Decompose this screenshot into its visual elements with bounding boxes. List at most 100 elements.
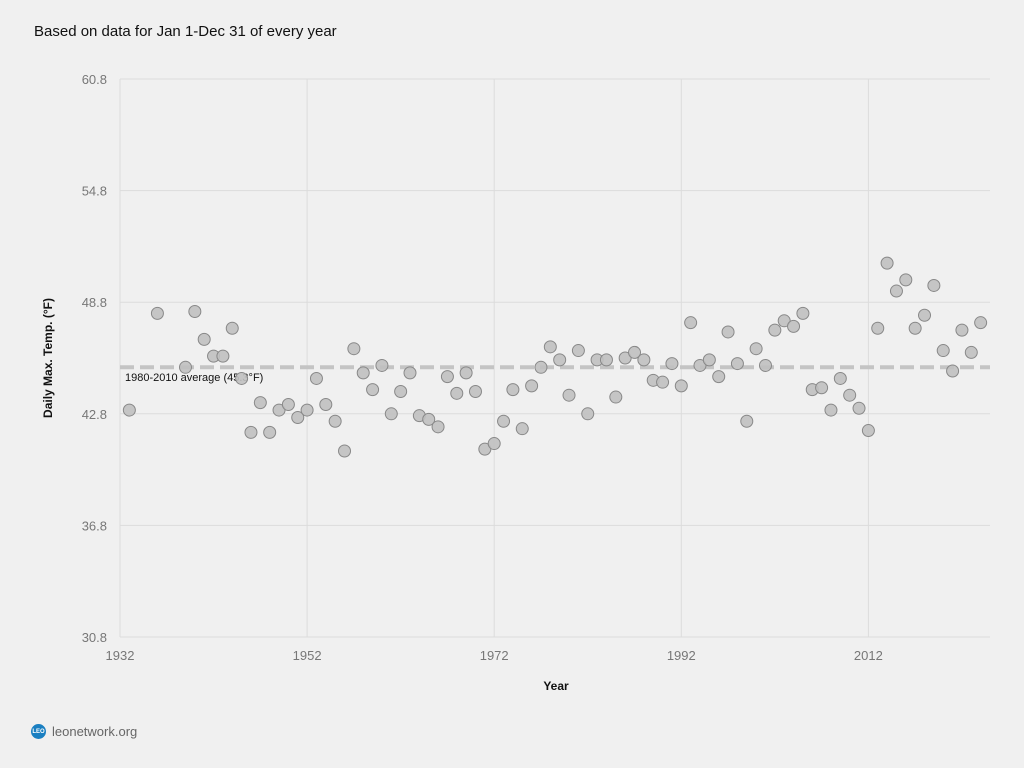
x-tick-label: 1972 bbox=[480, 648, 509, 663]
leo-logo-icon: LEO bbox=[31, 724, 46, 739]
data-point bbox=[740, 414, 754, 428]
y-tick-label: 54.8 bbox=[82, 184, 107, 199]
data-point bbox=[478, 442, 492, 456]
data-point bbox=[815, 381, 829, 395]
x-tick-label: 1932 bbox=[106, 648, 135, 663]
data-point bbox=[338, 444, 352, 458]
data-point bbox=[534, 360, 548, 374]
data-point bbox=[889, 284, 903, 298]
data-point bbox=[833, 371, 847, 385]
x-axis-label: Year bbox=[543, 679, 569, 693]
y-axis-ticks: 30.8 36.8 42.8 48.8 54.8 60.8 bbox=[82, 72, 107, 645]
data-point bbox=[749, 342, 763, 356]
data-point bbox=[693, 358, 707, 372]
data-point bbox=[787, 319, 801, 333]
data-point bbox=[871, 321, 885, 335]
data-point bbox=[964, 345, 978, 359]
data-point bbox=[974, 316, 988, 330]
data-point bbox=[487, 437, 501, 451]
data-point bbox=[899, 273, 913, 287]
data-point bbox=[824, 403, 838, 417]
data-point bbox=[918, 308, 932, 322]
data-point bbox=[394, 384, 408, 398]
data-point bbox=[244, 425, 258, 439]
data-point bbox=[178, 360, 192, 374]
data-point bbox=[684, 316, 698, 330]
data-point bbox=[366, 383, 380, 397]
data-point bbox=[375, 358, 389, 372]
x-axis-ticks: 1932 1952 1972 1992 2012 bbox=[106, 648, 883, 663]
data-point bbox=[506, 383, 520, 397]
data-point bbox=[459, 366, 473, 380]
data-point bbox=[955, 323, 969, 337]
data-point bbox=[263, 425, 277, 439]
data-point bbox=[543, 340, 557, 354]
data-point bbox=[291, 411, 305, 425]
data-point bbox=[758, 358, 772, 372]
data-point bbox=[843, 388, 857, 402]
data-point bbox=[440, 370, 454, 384]
data-point bbox=[272, 403, 286, 417]
data-points bbox=[122, 256, 988, 458]
data-point bbox=[347, 342, 361, 356]
x-tick-label: 2012 bbox=[854, 648, 883, 663]
data-point bbox=[328, 414, 342, 428]
data-point bbox=[599, 353, 613, 367]
data-point bbox=[450, 386, 464, 400]
data-point bbox=[702, 353, 716, 367]
data-point bbox=[768, 323, 782, 337]
data-point bbox=[403, 366, 417, 380]
data-point bbox=[356, 366, 370, 380]
data-point bbox=[927, 278, 941, 292]
data-point bbox=[384, 407, 398, 421]
y-tick-label: 42.8 bbox=[82, 407, 107, 422]
data-point bbox=[319, 398, 333, 411]
data-point bbox=[637, 353, 651, 367]
data-point bbox=[197, 332, 211, 346]
y-tick-label: 36.8 bbox=[82, 518, 107, 533]
data-point bbox=[609, 390, 623, 404]
data-point bbox=[674, 379, 688, 393]
data-point bbox=[525, 379, 539, 393]
data-point bbox=[216, 349, 230, 363]
data-point bbox=[581, 407, 595, 421]
data-point bbox=[300, 403, 314, 417]
data-point bbox=[515, 422, 529, 436]
y-tick-label: 30.8 bbox=[82, 630, 107, 645]
data-point bbox=[562, 388, 576, 402]
data-point bbox=[730, 357, 744, 371]
footer-site-link[interactable]: leonetwork.org bbox=[52, 724, 138, 739]
footer: LEO leonetwork.org bbox=[31, 724, 137, 739]
average-line-label: 1980-2010 average (45.3°F) bbox=[125, 372, 263, 384]
data-point bbox=[422, 412, 436, 426]
x-tick-label: 1992 bbox=[667, 648, 696, 663]
data-point bbox=[253, 396, 267, 410]
y-tick-label: 60.8 bbox=[82, 72, 107, 87]
data-point bbox=[908, 321, 922, 335]
data-point bbox=[553, 353, 567, 367]
data-point bbox=[665, 357, 679, 371]
data-point bbox=[796, 306, 810, 320]
data-point bbox=[281, 398, 295, 411]
data-point bbox=[628, 345, 642, 359]
data-point bbox=[946, 364, 960, 378]
data-point bbox=[122, 403, 136, 417]
data-point bbox=[571, 344, 585, 358]
chart-subtitle: Based on data for Jan 1-Dec 31 of every … bbox=[34, 23, 337, 40]
data-point bbox=[721, 325, 735, 339]
data-point bbox=[880, 256, 894, 270]
data-point bbox=[852, 401, 866, 415]
data-point bbox=[777, 314, 791, 328]
data-point bbox=[431, 420, 445, 434]
data-point bbox=[936, 344, 950, 358]
data-point bbox=[497, 414, 511, 428]
data-point bbox=[656, 375, 670, 389]
data-point bbox=[618, 351, 632, 365]
data-point bbox=[712, 370, 726, 384]
data-point bbox=[188, 305, 202, 318]
data-point bbox=[861, 424, 875, 438]
data-point bbox=[309, 371, 323, 385]
data-point bbox=[225, 321, 239, 335]
y-axis-label: Daily Max. Temp. (°F) bbox=[41, 298, 55, 418]
